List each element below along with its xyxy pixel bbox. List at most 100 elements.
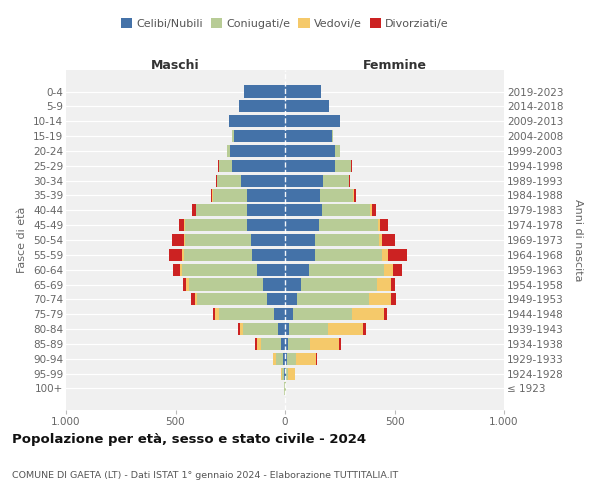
Bar <box>323 174 349 186</box>
Bar <box>240 323 244 335</box>
Bar <box>244 323 278 335</box>
Bar <box>179 219 184 231</box>
Bar <box>184 249 252 261</box>
Bar <box>191 294 195 306</box>
Y-axis label: Anni di nascita: Anni di nascita <box>573 198 583 281</box>
Bar <box>309 264 383 276</box>
Bar <box>320 190 353 202</box>
Bar <box>351 160 352 172</box>
Bar <box>370 204 371 216</box>
Bar <box>319 219 378 231</box>
Bar <box>241 174 285 186</box>
Bar <box>230 145 285 157</box>
Bar <box>283 352 285 365</box>
Bar <box>314 234 379 246</box>
Bar <box>297 294 370 306</box>
Bar <box>370 294 391 306</box>
Bar <box>363 323 366 335</box>
Bar <box>380 219 388 231</box>
Bar <box>274 308 285 320</box>
Text: Popolazione per età, sesso e stato civile - 2024: Popolazione per età, sesso e stato civil… <box>12 432 366 446</box>
Bar <box>388 249 407 261</box>
Bar <box>371 204 376 216</box>
Bar <box>379 234 382 246</box>
Bar <box>239 100 285 112</box>
Bar <box>285 368 286 380</box>
Bar <box>394 264 402 276</box>
Bar <box>316 352 317 365</box>
Bar <box>247 204 285 216</box>
Bar <box>172 234 184 246</box>
Bar <box>286 368 288 380</box>
Bar <box>182 264 257 276</box>
Bar <box>285 115 340 128</box>
Bar <box>285 278 301 290</box>
Bar <box>220 308 274 320</box>
Bar <box>285 204 322 216</box>
Bar <box>213 190 247 202</box>
Bar <box>232 160 285 172</box>
Bar <box>383 308 387 320</box>
Bar <box>257 338 261 350</box>
Bar <box>285 86 321 98</box>
Bar <box>197 294 268 306</box>
Bar <box>382 234 395 246</box>
Bar <box>378 219 380 231</box>
Bar <box>211 190 212 202</box>
Text: COMUNE DI GAETA (LT) - Dati ISTAT 1° gennaio 2024 - Elaborazione TUTTITALIA.IT: COMUNE DI GAETA (LT) - Dati ISTAT 1° gen… <box>12 470 398 480</box>
Bar <box>257 264 285 276</box>
Bar <box>285 130 332 142</box>
Bar <box>185 234 251 246</box>
Bar <box>301 278 377 290</box>
Bar <box>193 204 196 216</box>
Bar <box>285 323 289 335</box>
Bar <box>229 115 285 128</box>
Bar <box>285 352 287 365</box>
Bar <box>285 174 323 186</box>
Bar <box>391 294 395 306</box>
Bar <box>338 338 341 350</box>
Bar <box>293 308 352 320</box>
Bar <box>352 308 383 320</box>
Bar <box>276 352 283 365</box>
Bar <box>377 278 391 290</box>
Bar <box>215 174 217 186</box>
Bar <box>335 160 350 172</box>
Bar <box>268 294 285 306</box>
Bar <box>322 204 370 216</box>
Bar <box>244 86 285 98</box>
Bar <box>285 145 335 157</box>
Bar <box>278 323 285 335</box>
Bar <box>285 160 335 172</box>
Bar <box>184 234 185 246</box>
Bar <box>183 278 187 290</box>
Bar <box>184 219 185 231</box>
Bar <box>220 160 232 172</box>
Bar <box>187 278 188 290</box>
Bar <box>328 323 363 335</box>
Bar <box>232 130 233 142</box>
Text: Femmine: Femmine <box>362 59 427 72</box>
Bar <box>261 338 281 350</box>
Bar <box>335 145 340 157</box>
Bar <box>281 338 285 350</box>
Bar <box>285 100 329 112</box>
Bar <box>353 190 356 202</box>
Bar <box>188 278 263 290</box>
Y-axis label: Fasce di età: Fasce di età <box>17 207 28 273</box>
Bar <box>256 338 257 350</box>
Bar <box>296 352 316 365</box>
Bar <box>332 130 333 142</box>
Bar <box>218 160 219 172</box>
Bar <box>281 368 282 380</box>
Bar <box>285 190 320 202</box>
Bar <box>391 278 395 290</box>
Bar <box>227 145 230 157</box>
Text: Maschi: Maschi <box>151 59 200 72</box>
Bar <box>383 264 394 276</box>
Bar <box>285 264 309 276</box>
Bar <box>217 174 241 186</box>
Bar <box>247 190 285 202</box>
Bar <box>285 234 314 246</box>
Bar <box>185 219 247 231</box>
